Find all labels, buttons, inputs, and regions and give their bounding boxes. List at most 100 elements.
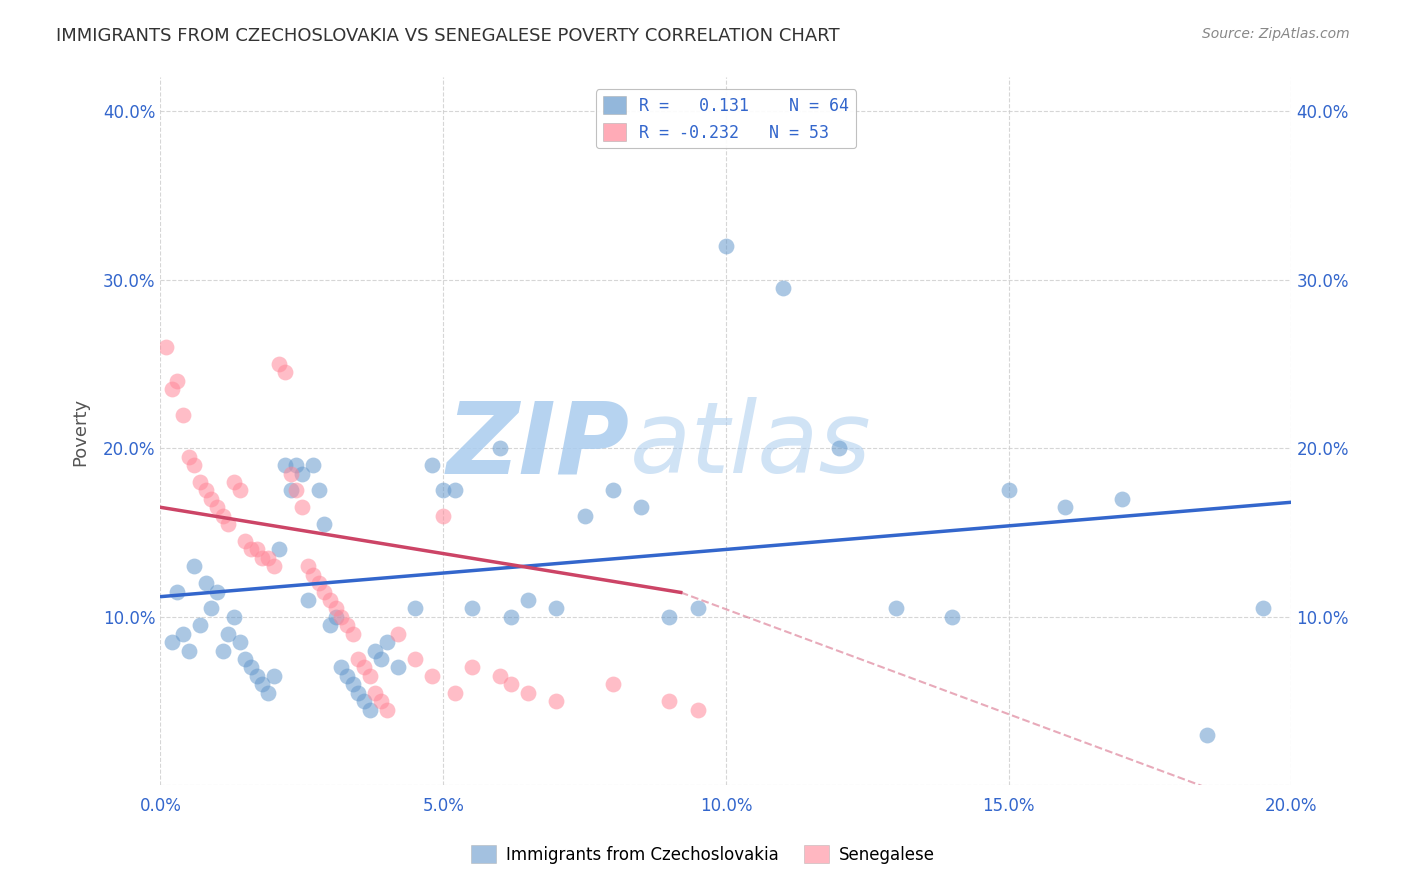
Point [501,610,523,624]
Point [420,458,443,472]
Point [183,559,205,574]
Point [319,593,342,607]
Point [177,643,200,657]
Point [205,584,228,599]
Point [375,635,398,649]
Point [308,576,330,591]
Point [280,483,302,498]
Point [658,694,681,708]
Point [686,601,709,615]
Point [177,450,200,464]
Point [330,610,353,624]
Point [263,559,285,574]
Point [194,483,217,498]
Legend: Immigrants from Czechoslovakia, Senegalese: Immigrants from Czechoslovakia, Senegale… [464,838,942,871]
Point [686,703,709,717]
Point [308,483,330,498]
Point [460,601,482,615]
Point [233,652,256,666]
Point [364,643,387,657]
Point [359,703,381,717]
Point [602,677,624,691]
Point [443,686,465,700]
Point [443,483,465,498]
Point [330,660,353,674]
Point [188,475,211,489]
Point [205,500,228,515]
Point [291,467,314,481]
Point [574,508,596,523]
Point [347,686,370,700]
Point [488,442,510,456]
Point [828,442,851,456]
Point [297,559,319,574]
Point [658,610,681,624]
Point [280,467,302,481]
Point [1054,500,1077,515]
Point [222,475,245,489]
Text: atlas: atlas [630,397,872,494]
Point [257,550,280,565]
Point [172,626,194,640]
Point [336,618,359,632]
Point [160,635,183,649]
Point [252,550,274,565]
Point [517,686,540,700]
Point [314,517,336,532]
Point [285,483,308,498]
Point [319,618,342,632]
Point [302,458,325,472]
Text: IMMIGRANTS FROM CZECHOSLOVAKIA VS SENEGALESE POVERTY CORRELATION CHART: IMMIGRANTS FROM CZECHOSLOVAKIA VS SENEGA… [56,27,839,45]
Point [297,593,319,607]
Point [228,635,250,649]
Point [222,610,245,624]
Point [772,281,794,295]
Point [252,677,274,691]
Point [302,567,325,582]
Point [353,694,375,708]
Point [941,610,963,624]
Point [432,508,454,523]
Point [387,626,409,640]
Point [155,340,177,354]
Text: Source: ZipAtlas.com: Source: ZipAtlas.com [1202,27,1350,41]
Point [325,610,347,624]
Point [211,643,233,657]
Point [370,652,392,666]
Point [1195,728,1218,742]
Point [546,694,568,708]
Point [263,669,285,683]
Point [183,458,205,472]
Point [274,458,297,472]
Point [387,660,409,674]
Point [1111,491,1133,506]
Point [274,366,297,380]
Point [404,601,426,615]
Point [217,517,239,532]
Point [314,584,336,599]
Point [291,500,314,515]
Point [375,703,398,717]
Point [364,686,387,700]
Point [200,491,222,506]
Point [166,584,188,599]
Point [630,500,652,515]
Point [517,593,540,607]
Point [501,677,523,691]
Point [246,669,269,683]
Point [217,626,239,640]
Point [325,601,347,615]
Point [602,483,624,498]
Point [233,534,256,549]
Point [420,669,443,683]
Point [211,508,233,523]
Point [228,483,250,498]
Point [342,677,364,691]
Point [488,669,510,683]
Point [269,357,291,371]
Point [336,669,359,683]
Point [359,669,381,683]
Point [188,618,211,632]
Point [1251,601,1274,615]
Point [997,483,1019,498]
